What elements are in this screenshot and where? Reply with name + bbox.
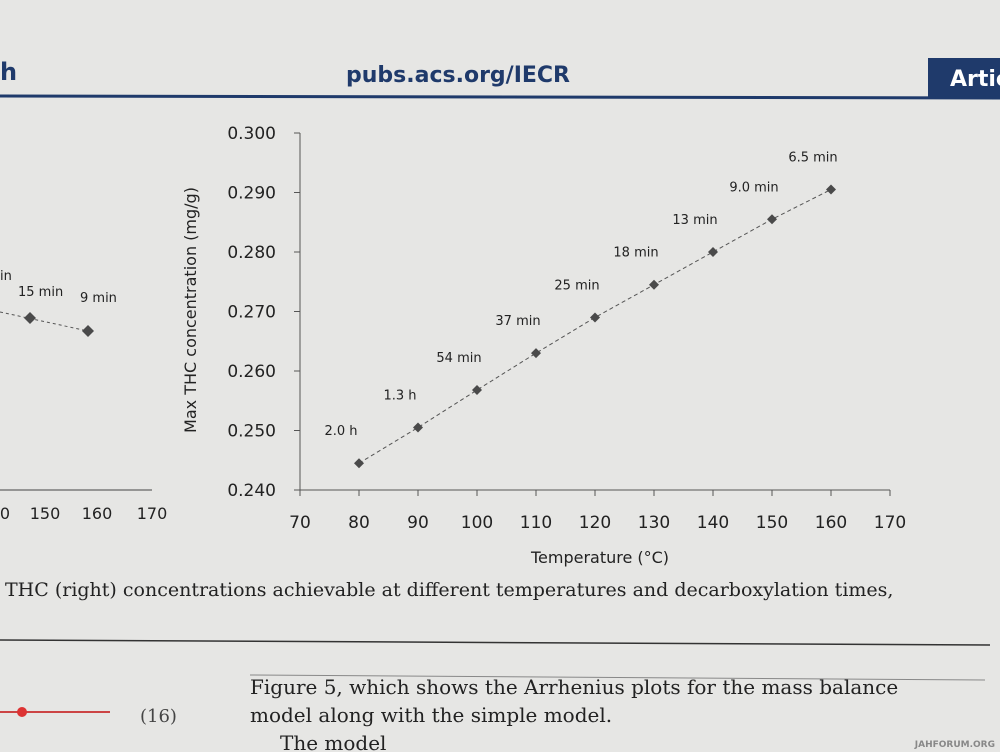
y-tick-label: 0.260 xyxy=(227,362,276,382)
left-marker xyxy=(82,325,94,337)
paragraph-line: model along with the simple model. xyxy=(250,703,612,727)
point xyxy=(767,214,777,225)
x-tick-label: 150 xyxy=(30,504,61,523)
x-tick-label: 170 xyxy=(137,504,168,523)
left-fragment: 0 150 160 170 in 15 min 9 min xyxy=(0,269,167,523)
header-rule xyxy=(0,94,1000,100)
point xyxy=(826,184,836,195)
point xyxy=(472,385,482,396)
x-tick-label: 70 xyxy=(289,513,311,533)
point-label: 6.5 min xyxy=(788,151,837,166)
point-label: 37 min xyxy=(495,314,540,329)
point-label: 18 min xyxy=(613,246,658,261)
x-tick-label: 0 xyxy=(0,504,10,523)
section-rule xyxy=(249,674,986,681)
point-label: 25 min xyxy=(554,278,599,293)
x-tick-label: 100 xyxy=(461,513,493,533)
point xyxy=(708,247,718,257)
paragraph-line: Figure 5, which shows the Arrhenius plot… xyxy=(250,675,898,699)
x-tick-label: 160 xyxy=(82,504,113,523)
y-tick-label: 0.250 xyxy=(227,422,276,442)
x-tick-label: 120 xyxy=(579,513,611,533)
point xyxy=(649,279,659,290)
header-left: h xyxy=(0,58,17,86)
trend-line xyxy=(358,189,832,464)
header-right: Artic xyxy=(950,67,1000,92)
point-label: in xyxy=(0,269,12,284)
y-axis-label: Max THC concentration (mg/g) xyxy=(181,187,200,433)
chart: Temperature (°C) Max THC concentration (… xyxy=(181,124,906,567)
x-axis-label: Temperature (°C) xyxy=(530,548,669,567)
x-tick-label: 110 xyxy=(520,513,552,533)
point-label: 1.3 h xyxy=(383,389,416,404)
point xyxy=(413,422,423,433)
x-tick-label: 170 xyxy=(874,513,906,533)
caption-text: THC (right) concentrations achievable at… xyxy=(5,579,893,601)
x-tick-label: 150 xyxy=(756,513,788,533)
point xyxy=(590,312,600,323)
x-tick-label: 140 xyxy=(697,513,729,533)
caption-rule xyxy=(0,639,991,646)
header-box xyxy=(928,58,1000,98)
point-label: 54 min xyxy=(436,351,481,366)
point-label: 9 min xyxy=(80,291,117,306)
x-tick-label: 80 xyxy=(348,513,370,533)
equation-number: (16) xyxy=(140,706,177,727)
x-tick-label: 160 xyxy=(815,513,847,533)
y-tick-label: 0.240 xyxy=(227,481,276,501)
y-tick-label: 0.300 xyxy=(227,124,276,144)
y-tick-label: 0.270 xyxy=(227,303,276,323)
point-label: 13 min xyxy=(672,213,717,228)
point-label: 9.0 min xyxy=(729,180,778,195)
point-label: 2.0 h xyxy=(324,424,357,439)
scroll-handle xyxy=(17,707,27,717)
y-tick-label: 0.290 xyxy=(227,184,276,204)
x-tick-label: 90 xyxy=(407,513,429,533)
point xyxy=(354,458,364,469)
paragraph-line: The model xyxy=(280,731,386,752)
x-tick-label: 130 xyxy=(638,513,670,533)
header-center: pubs.acs.org/IECR xyxy=(346,63,570,88)
point-label: 15 min xyxy=(18,285,63,300)
y-tick-label: 0.280 xyxy=(227,243,276,263)
left-marker xyxy=(24,312,36,324)
watermark: JAHFORUM.ORG xyxy=(914,740,995,750)
point xyxy=(531,348,541,359)
